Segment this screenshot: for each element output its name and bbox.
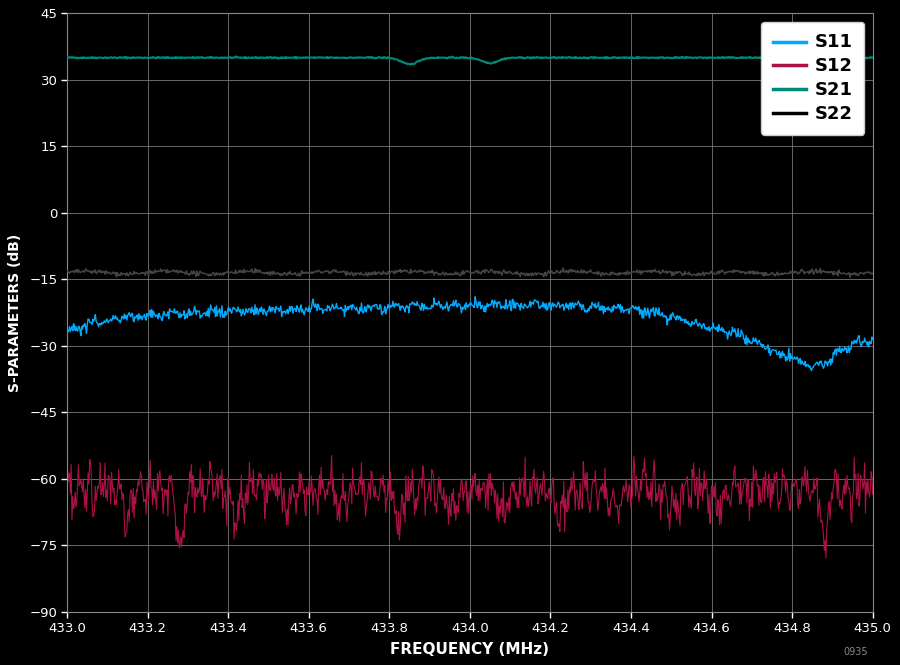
S21 [388,55,399,63]
S11 [417,299,428,307]
S21 [616,53,627,61]
S22 [62,267,73,275]
S22 [558,264,569,272]
S12 [616,502,626,510]
S11 [616,309,626,317]
S21 [230,53,241,61]
S21 [62,53,73,61]
S12 [326,452,337,460]
X-axis label: FREQUENCY (MHz): FREQUENCY (MHz) [391,642,549,656]
S12 [690,480,701,488]
S11 [62,331,73,338]
S11 [706,325,716,333]
S22 [868,269,878,277]
S11 [690,315,701,323]
Line: S22: S22 [68,268,873,277]
S21 [706,54,716,62]
S11 [470,293,481,301]
S22 [388,267,399,275]
S22 [417,267,428,275]
S12 [388,487,399,495]
S21 [418,56,429,64]
Y-axis label: S-PARAMETERS (dB): S-PARAMETERS (dB) [8,233,22,392]
S22 [616,269,626,277]
S22 [706,268,716,276]
Line: S21: S21 [68,57,873,65]
S12 [821,554,832,562]
S11 [388,297,399,305]
S22 [845,273,856,281]
S12 [706,511,716,519]
S21 [868,53,878,61]
Legend: S11, S12, S21, S22: S11, S12, S21, S22 [761,22,864,134]
Text: 0935: 0935 [844,647,868,657]
Line: S11: S11 [68,297,873,370]
Line: S12: S12 [68,456,873,558]
S21 [405,61,416,68]
S12 [144,478,155,486]
S21 [691,54,702,62]
S21 [144,54,155,62]
S12 [418,462,428,469]
S11 [144,311,155,319]
S12 [62,487,73,495]
S11 [806,366,817,374]
S22 [690,271,701,279]
S11 [868,335,878,343]
S22 [144,266,155,274]
S12 [868,491,878,499]
